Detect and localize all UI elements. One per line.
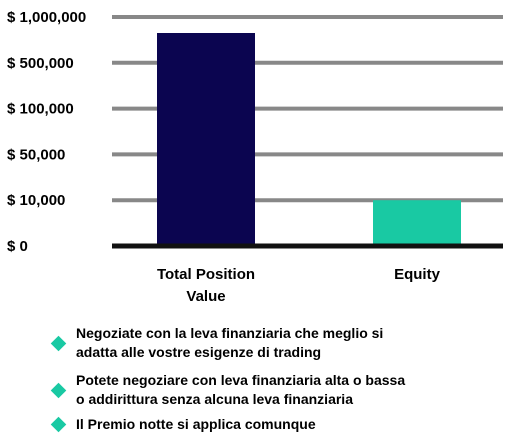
diamond-icon	[50, 382, 67, 398]
diamond-icon	[50, 416, 67, 433]
bullet-item: Il Premio notte si applica comunque	[50, 415, 520, 434]
y-tick-label: $ 100,000	[7, 101, 74, 118]
x-tick-label: Total Position	[157, 266, 255, 283]
bullet-line: Negoziate con la leva finanziaria che me…	[76, 325, 384, 341]
x-tick-label: Value	[186, 288, 225, 305]
bullet-text: Potete negoziare con leva finanziaria al…	[76, 371, 405, 409]
bullet-list: Negoziate con la leva finanziaria che me…	[50, 324, 520, 440]
diamond-icon	[50, 335, 67, 351]
y-tick-label: $ 0	[7, 238, 28, 255]
bullet-item: Negoziate con la leva finanziaria che me…	[50, 324, 520, 362]
bullet-item: Potete negoziare con leva finanziaria al…	[50, 371, 520, 409]
y-tick-label: $ 50,000	[7, 146, 65, 163]
bullet-line: o addirittura senza alcuna leva finanzia…	[76, 391, 353, 407]
bullet-line: Potete negoziare con leva finanziaria al…	[76, 372, 406, 388]
bar-chart: $ 1,000,000 $ 500,000 $ 100,000 $ 50,000 $ 1…	[7, 9, 503, 305]
bullet-text: Negoziate con la leva finanziaria che me…	[76, 324, 383, 362]
y-tick-label: $ 10,000	[7, 192, 65, 209]
bullet-text: Il Premio notte si applica comunque	[76, 415, 316, 434]
bullet-line: Il Premio notte si applica comunque	[76, 416, 316, 432]
y-tick-label: $ 1,000,000	[7, 9, 86, 26]
bullet-line: adatta alle vostre esigenze di trading	[76, 344, 322, 360]
x-tick-label: Equity	[394, 266, 440, 283]
bar	[157, 33, 255, 246]
y-tick-label: $ 500,000	[7, 55, 74, 72]
bar	[373, 200, 461, 246]
